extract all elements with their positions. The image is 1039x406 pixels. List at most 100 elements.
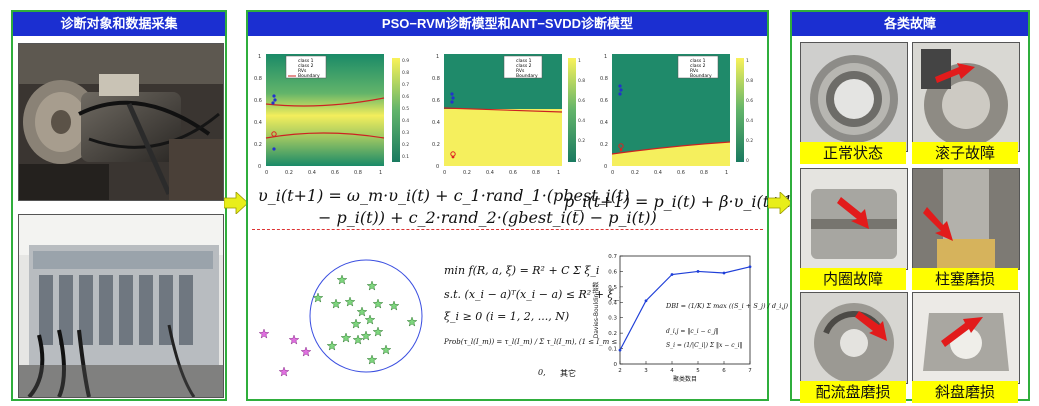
dbi-ytick-label: 0.4 [608,300,617,306]
rvm-plot-2: class 1 class 2 RVs Boundary 1 0.8 0.6 0… [432,54,585,176]
dbi-data-point [696,270,700,273]
pso-velocity-eq-line2: − p_i(t)) + c_2·rand_2·(gbest_i(t) − p_i… [318,208,657,227]
svg-text:1: 1 [746,58,749,64]
svg-text:0.4: 0.4 [600,120,608,126]
center-panel: PSO−RVM诊断模型和ANT−SVDD诊断模型 class 1 class 2… [246,10,799,401]
left-panel-title: 诊断对象和数据采集 [13,12,225,36]
caption-piston-wear: 柱塞磨损 [912,268,1018,290]
dbi-series-line [619,266,751,351]
data-acquisition-photo [18,214,224,398]
svg-text:0.3: 0.3 [402,130,409,136]
ant-probability-eq: Prob(τ_l(I_m)) = τ_l(I_m) / Σ τ_l(I_m), … [444,338,630,346]
svg-text:Boundary: Boundary [690,73,712,79]
svdd-constraint-eq: s.t. (x_i − a)ᵀ(x_i − a) ≤ R² + ξ_i [444,288,623,301]
svg-text:0.7: 0.7 [402,82,409,88]
svg-text:1: 1 [436,54,439,60]
right-panel-title: 各类故障 [792,12,1028,36]
svg-text:0.6: 0.6 [432,98,440,104]
inner-ring-fault-photo [800,168,908,270]
dbi-chart: 0 0.1 0.2 0.3 0.4 0.5 0.6 0.7 2 3 4 5 6 7 聚类数目 Davies-B… [592,254,752,383]
xtick: 0 [265,170,268,176]
svg-text:0.2: 0.2 [402,142,409,148]
legend-boundary: Boundary [298,73,320,79]
svg-text:1: 1 [578,58,581,64]
dbi-xtick-label: 5 [696,368,700,374]
roller-fault-photo [912,42,1020,152]
dij-eq: d_i,j = ‖c_i − c_j‖ [666,328,719,335]
dbi-data-point [618,348,622,352]
xtick: 0.4 [308,170,316,176]
caption-swash-plate-wear: 斜盘磨损 [912,381,1018,403]
dbi-ytick-label: 0.3 [608,316,617,322]
svg-text:0.4: 0.4 [746,118,753,124]
normal-bearing-photo [800,42,908,152]
dbi-xtick-label: 7 [748,368,752,374]
rvm-plot-1: class 1 class 2 RVs Boundary 1 0.8 0.6 0… [254,54,409,176]
ant-probability-else-label: 其它 [560,369,576,378]
svg-text:0.2: 0.2 [746,138,753,144]
dbi-ytick-label: 0.6 [608,269,617,275]
legend-class1: class 1 [298,58,314,64]
svg-text:RVs: RVs [690,68,699,74]
legend-class2: class 2 [298,63,314,69]
center-panel-title: PSO−RVM诊断模型和ANT−SVDD诊断模型 [248,12,767,36]
svg-text:0.2: 0.2 [463,170,471,176]
caption-inner-ring-fault: 内圈故障 [800,268,906,290]
motor-test-rig-photo [18,43,224,201]
dbi-ytick-label: 0.2 [608,331,617,337]
left-panel: 诊断对象和数据采集 [11,10,227,401]
dbi-ytick-label: 0.1 [608,347,617,353]
svg-text:RVs: RVs [516,68,525,74]
svg-text:1: 1 [604,54,607,60]
dbi-eq: DBI = (1/K) Σ max ((S_i + S_j) / d_i,j) [666,302,789,310]
ytick: 1 [258,54,261,60]
caption-valve-plate-wear: 配流盘磨损 [800,381,906,403]
ytick: 0.6 [254,98,262,104]
svg-text:Boundary: Boundary [516,73,538,79]
caption-normal: 正常状态 [800,142,906,164]
valve-plate-wear-photo [800,292,908,384]
flow-arrow-left [224,192,248,214]
ytick: 0.8 [254,76,262,82]
svg-text:0.1: 0.1 [402,154,409,160]
svg-text:0.6: 0.6 [677,170,685,176]
svg-text:0.6: 0.6 [578,98,585,104]
xtick: 0.6 [331,170,339,176]
svg-text:0.8: 0.8 [402,70,409,76]
svg-text:0.4: 0.4 [432,120,440,126]
svg-text:0.8: 0.8 [532,170,540,176]
svg-text:0.4: 0.4 [578,118,585,124]
svg-text:0: 0 [746,158,749,164]
ytick: 0.4 [254,120,262,126]
xtick: 1 [379,170,382,176]
svg-text:0.9: 0.9 [402,58,409,64]
svdd-hypersphere-plot [258,259,423,377]
svg-text:0.2: 0.2 [600,142,608,148]
xtick: 0.2 [285,170,293,176]
svg-text:class 2: class 2 [516,63,532,69]
dbi-data-point [644,299,648,303]
svg-text:0: 0 [443,170,446,176]
dbi-xtick-label: 2 [618,368,622,374]
dbi-ytick-label: 0 [614,362,618,368]
si-eq: S_i = (1/|C_i|) Σ ‖x − c_i‖ [666,342,743,349]
svg-text:0.8: 0.8 [432,76,440,82]
ant-probability-else: 0, [538,368,546,377]
svg-text:0.2: 0.2 [578,138,585,144]
svg-text:0.4: 0.4 [402,118,409,124]
svg-text:class 1: class 1 [690,58,706,64]
dbi-xlabel: 聚类数目 [673,375,697,383]
dbi-xtick-label: 6 [722,368,726,374]
svg-text:0: 0 [604,164,607,170]
piston-wear-photo [912,168,1020,270]
rvm-plot-3: class 1 class 2 RVs Boundary 1 0.8 0.6 0… [600,54,753,176]
dbi-ytick-label: 0.5 [608,285,617,291]
svg-text:class 2: class 2 [690,63,706,69]
dbi-ytick-label: 0.7 [608,254,617,260]
svdd-objective-eq: min f(R, a, ξ) = R² + C Σ ξ_i [444,264,600,277]
svg-text:0.6: 0.6 [600,98,608,104]
right-panel: 各类故障 正常状态 滚子故障 内圈 [790,10,1030,403]
svg-text:class 1: class 1 [516,58,532,64]
dbi-xtick-label: 4 [670,368,674,374]
flow-arrow-right [768,192,792,214]
